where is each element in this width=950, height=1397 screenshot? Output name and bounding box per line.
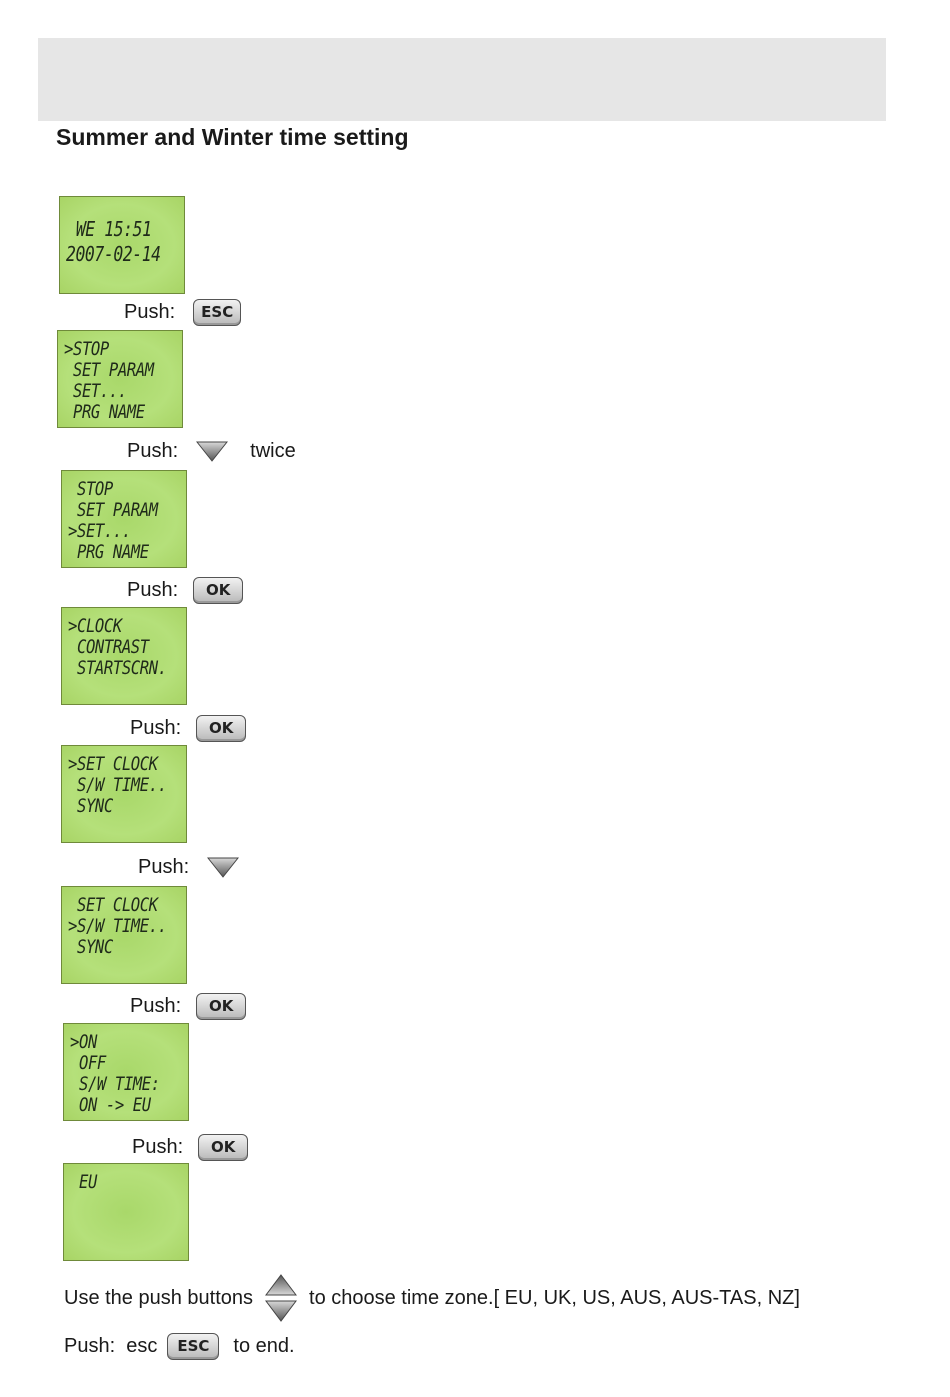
step-push-ok: Push: OK: [127, 575, 244, 605]
lcd-screen-clock-menu-sw: SET CLOCK >S/W TIME.. SYNC: [61, 886, 187, 984]
lcd-line: 2007-02-14: [66, 242, 161, 266]
page-title: Summer and Winter time setting: [56, 124, 409, 150]
lcd-screen-sw-time: >ON OFF S/W TIME: ON -> EU: [63, 1023, 189, 1121]
lcd-screen-main-menu: >STOP SET PARAM SET... PRG NAME: [57, 330, 183, 428]
step-label: Push:: [127, 578, 179, 601]
up-down-arrows-icon: [265, 1274, 298, 1322]
lcd-line: >CLOCK: [68, 615, 122, 637]
step-label: Push:: [138, 855, 190, 878]
ok-key-icon: OK: [196, 992, 247, 1020]
lcd-line: >STOP: [64, 338, 109, 360]
ok-key-icon: OK: [196, 714, 247, 742]
lcd-line: PRG NAME: [64, 401, 145, 423]
instruction-text: Use the push buttons: [64, 1286, 254, 1309]
lcd-line: EU: [70, 1171, 97, 1193]
lcd-line: WE 15:51: [75, 217, 152, 241]
lcd-line: >S/W TIME..: [68, 915, 167, 937]
lcd-line: CONTRAST: [68, 636, 149, 658]
esc-key-icon: ESC: [193, 298, 242, 326]
lcd-line: SYNC: [68, 795, 113, 817]
instruction-text: Push: esc: [64, 1334, 158, 1357]
lcd-line: >SET CLOCK: [68, 753, 158, 775]
esc-key-icon: ESC: [167, 1332, 220, 1360]
lcd-screen-main-menu-set: STOP SET PARAM >SET... PRG NAME: [61, 470, 187, 568]
header-banner: [38, 38, 886, 121]
lcd-line: SET CLOCK: [68, 894, 158, 916]
step-push-down: Push:: [138, 852, 240, 882]
lcd-line: STARTSCRN.: [68, 657, 167, 679]
step-push-ok: Push: OK: [130, 991, 247, 1021]
instruction-end: Push: esc ESC to end.: [64, 1331, 295, 1361]
lcd-line: PRG NAME: [68, 541, 149, 563]
step-push-down-twice: Push: twice: [127, 436, 296, 466]
step-label: Push:: [130, 716, 182, 739]
step-push-esc: Push: ESC: [124, 297, 242, 327]
lcd-line: >SET...: [68, 520, 131, 542]
step-label: Push:: [132, 1135, 184, 1158]
instruction-text: to end.: [233, 1334, 295, 1357]
lcd-line: SET PARAM: [68, 499, 158, 521]
lcd-line: SYNC: [68, 936, 113, 958]
down-arrow-icon: [207, 857, 240, 878]
step-push-ok: Push: OK: [132, 1132, 249, 1162]
lcd-line: SET PARAM: [64, 359, 154, 381]
lcd-screen-clock-menu: >SET CLOCK S/W TIME.. SYNC: [61, 745, 187, 843]
step-push-ok: Push: OK: [130, 713, 247, 743]
lcd-line: ON -> EU: [70, 1094, 151, 1116]
step-note: twice: [250, 439, 296, 462]
instruction-text: to choose time zone.[ EU, UK, US, AUS, A…: [309, 1286, 800, 1309]
lcd-screen-timezone: EU: [63, 1163, 189, 1261]
lcd-line: S/W TIME:: [70, 1073, 160, 1095]
lcd-line: STOP: [68, 478, 113, 500]
step-label: Push:: [127, 439, 179, 462]
lcd-line: S/W TIME..: [68, 774, 167, 796]
step-label: Push:: [130, 994, 182, 1017]
ok-key-icon: OK: [198, 1133, 249, 1161]
lcd-line: OFF: [70, 1052, 106, 1074]
step-label: Push:: [124, 300, 176, 323]
lcd-line: SET...: [64, 380, 127, 402]
lcd-screen-set-menu: >CLOCK CONTRAST STARTSCRN.: [61, 607, 187, 705]
down-arrow-icon: [196, 441, 229, 462]
lcd-line: >ON: [70, 1031, 97, 1053]
lcd-screen-datetime: WE 15:51 2007-02-14: [59, 196, 185, 294]
instruction-choose-zone: Use the push buttons to choose time zone…: [64, 1274, 800, 1322]
ok-key-icon: OK: [193, 576, 244, 604]
